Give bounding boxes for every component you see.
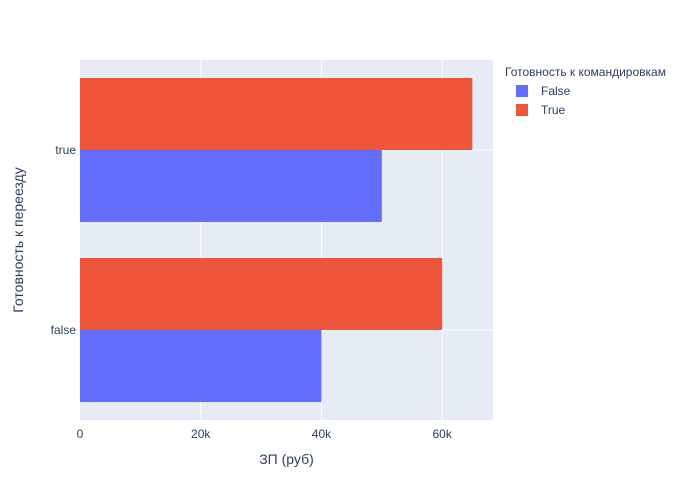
bar-true-true[interactable]: [80, 78, 473, 150]
legend[interactable]: Готовность к командировкам False True: [505, 65, 666, 117]
x-axis-ticks: 0 20k 40k 60k: [77, 427, 453, 441]
y-tick-label: true: [55, 143, 76, 157]
y-axis-ticks: false true: [51, 143, 77, 337]
y-tick-label: false: [51, 323, 77, 337]
legend-items[interactable]: False True: [516, 84, 571, 117]
legend-item-true[interactable]: True: [516, 103, 566, 117]
x-tick-label: 20k: [191, 427, 211, 441]
bars: [80, 78, 473, 402]
x-axis-title: ЗП (руб): [259, 451, 314, 467]
y-axis-title: Готовность к переезду: [10, 167, 26, 312]
x-tick-label: 40k: [312, 427, 332, 441]
legend-swatch: [516, 104, 528, 116]
legend-item-false[interactable]: False: [516, 84, 571, 98]
legend-title: Готовность к командировкам: [505, 65, 666, 79]
legend-label: False: [541, 84, 571, 98]
x-tick-label: 60k: [432, 427, 452, 441]
legend-swatch: [516, 85, 528, 97]
x-tick-label: 0: [77, 427, 84, 441]
legend-label: True: [541, 103, 566, 117]
bar-false-true[interactable]: [80, 258, 443, 330]
bar-true-false[interactable]: [80, 150, 382, 222]
bar-false-false[interactable]: [80, 330, 322, 402]
